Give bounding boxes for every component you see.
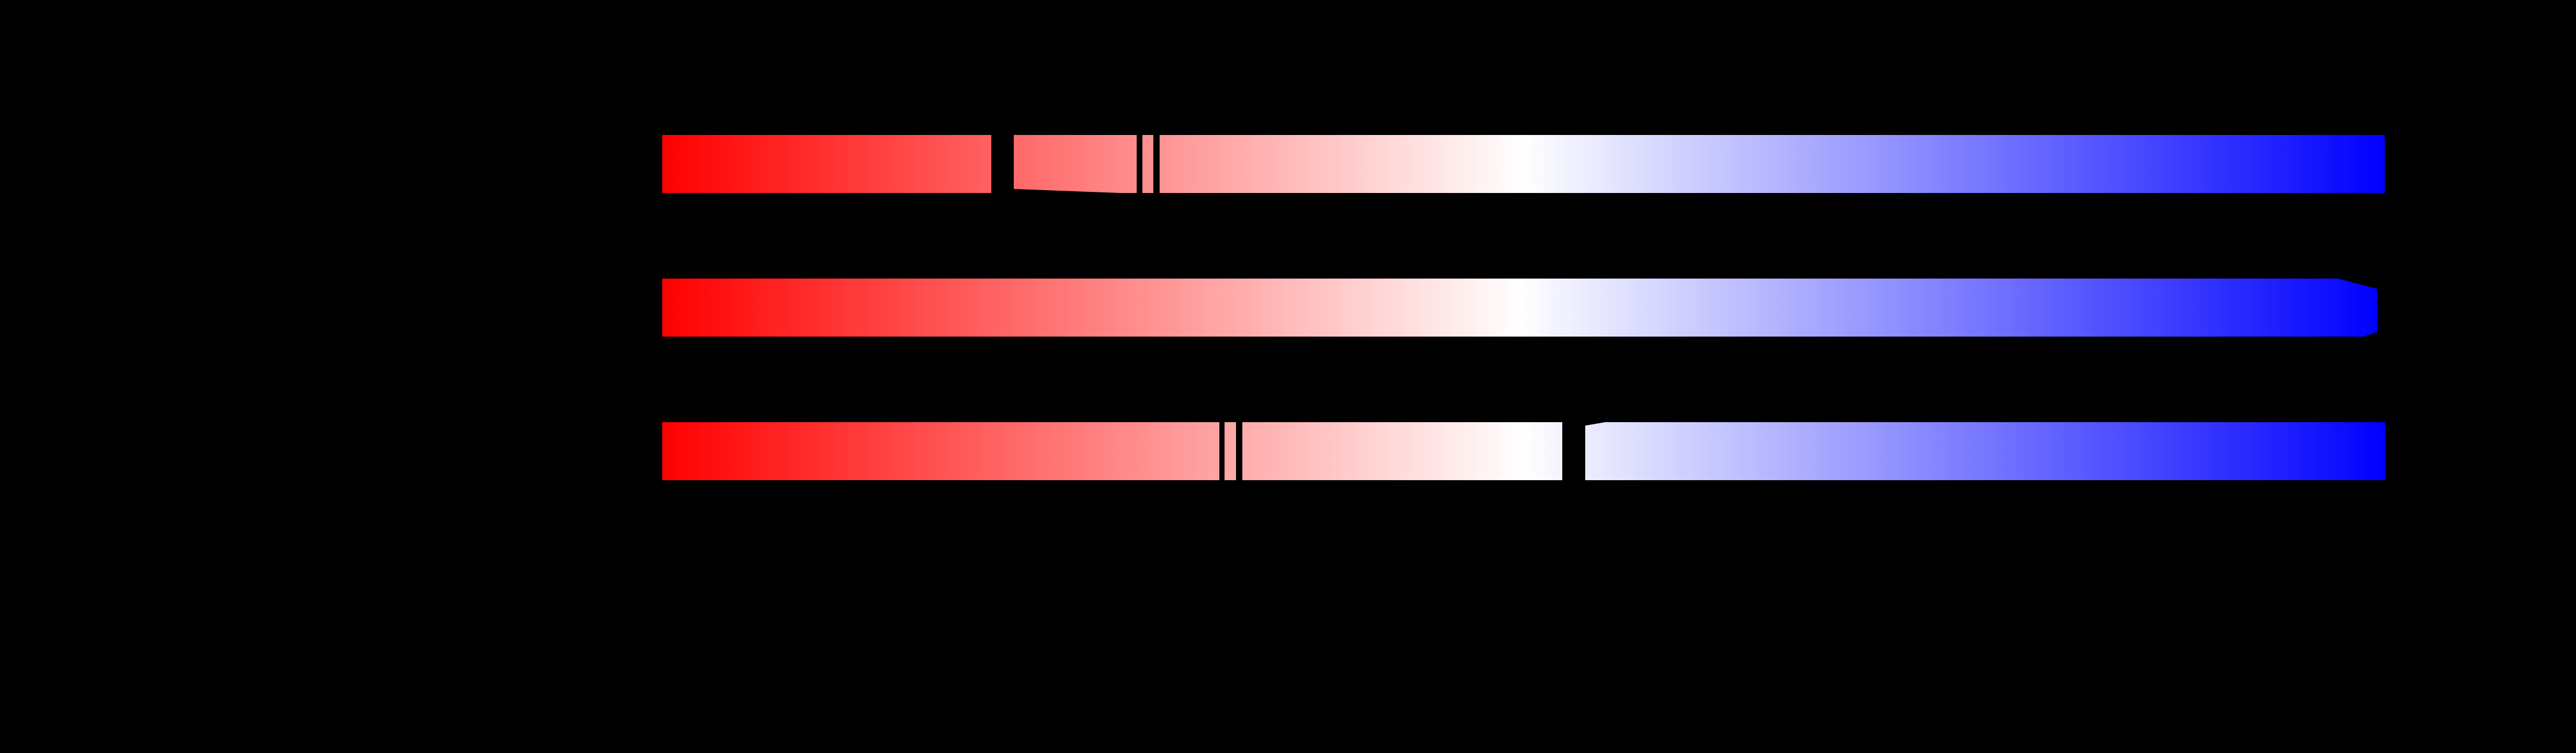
- gap-marker: [1219, 422, 1225, 481]
- gradient-strip-2: [662, 279, 2377, 337]
- wedge-marker: [1585, 422, 1605, 426]
- gradient-strip-3: [662, 422, 2385, 481]
- gap-marker: [991, 134, 1014, 194]
- gap-marker: [1236, 422, 1242, 481]
- gap-marker: [1137, 134, 1142, 194]
- gradient-strip-1: [662, 134, 2385, 194]
- wedge-marker: [1014, 189, 1120, 193]
- gap-marker: [1153, 134, 1160, 194]
- gap-marker: [1562, 422, 1585, 481]
